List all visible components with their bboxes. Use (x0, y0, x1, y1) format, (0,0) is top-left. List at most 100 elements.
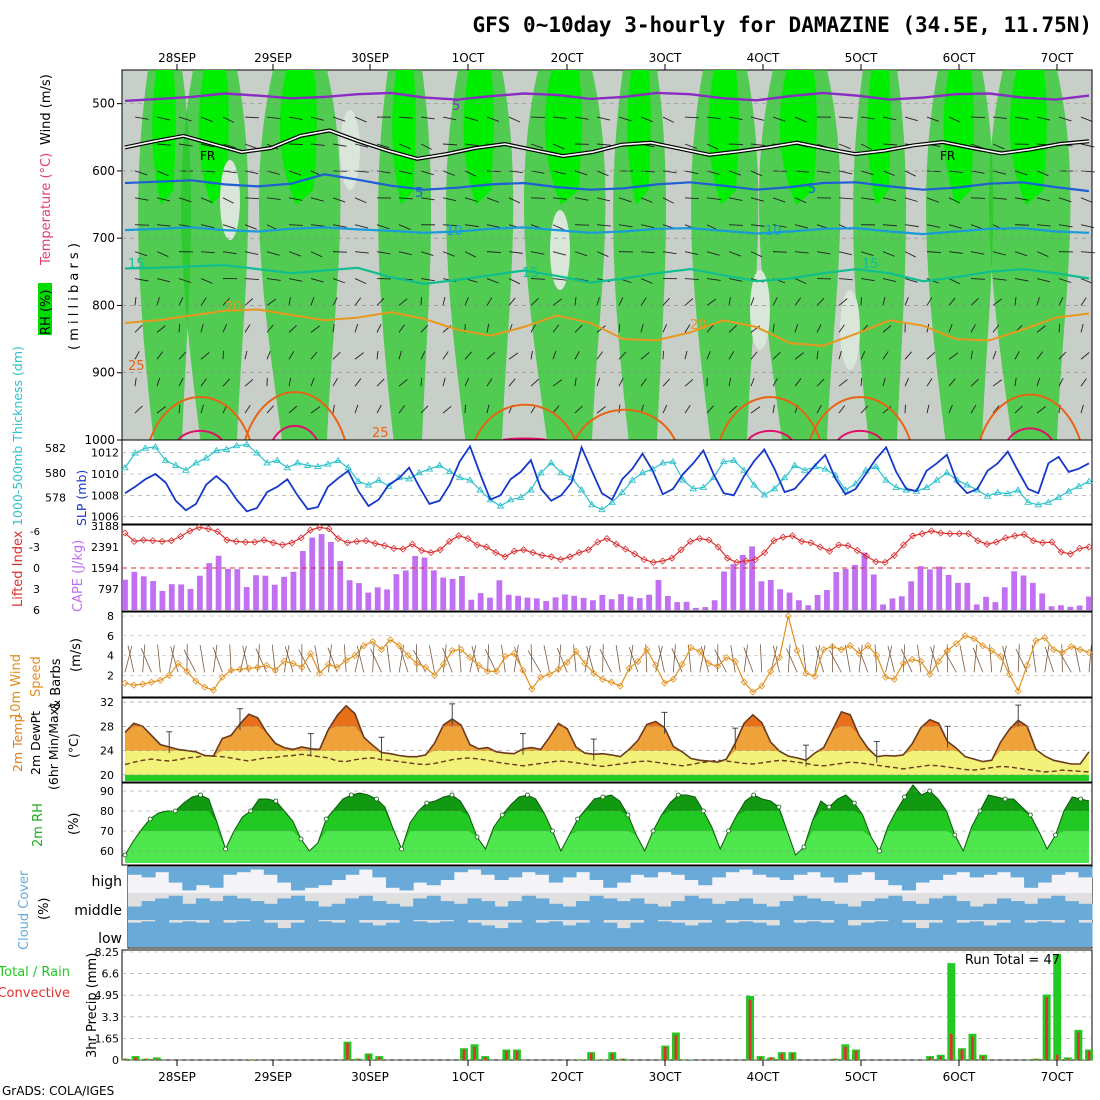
surface-wind-barb (557, 644, 562, 673)
cape-bar (917, 566, 924, 610)
pressure-tick-label: 1000 (84, 433, 115, 447)
wind-barb (992, 379, 1003, 387)
wind-barb (1058, 377, 1064, 387)
precip-conv-bar (928, 1057, 932, 1060)
wind-speed-line-point (828, 643, 837, 651)
wind-speed-line-point (377, 646, 386, 654)
wind-barb (486, 323, 490, 333)
cloud-low-bar (956, 922, 971, 947)
wind-barb (838, 278, 853, 281)
thickness-line-point (1004, 489, 1012, 497)
wind-barb (508, 297, 516, 306)
temp-area-cool (125, 774, 1089, 781)
cloud-middle-bar (603, 898, 618, 920)
rh-dry-patch (340, 110, 360, 190)
contour-label-plus15-3: 15 (862, 257, 879, 272)
wind-barb (992, 116, 1007, 119)
wind-barb (618, 377, 624, 387)
wind-barb (1014, 116, 1029, 120)
precip-conv-bar (600, 1059, 604, 1060)
cloud-low-bar (711, 920, 726, 947)
wind-barb (266, 170, 280, 175)
cloud-middle-bar (589, 895, 604, 920)
lifted-index-line-point (343, 539, 352, 547)
wind-barb (222, 324, 228, 333)
cape-bar (168, 584, 175, 610)
wind-barb (442, 251, 455, 257)
cape-bar (870, 574, 877, 610)
cape-bar (412, 555, 419, 610)
rh2m-tick-label: 60 (100, 845, 114, 858)
top-date-label: 6OCT (943, 51, 976, 65)
wind-barb (750, 251, 763, 258)
surface-wind-barb (599, 649, 612, 673)
lifted-index-line-point (260, 536, 268, 544)
rh-plume (758, 70, 841, 440)
surface-wind-barb (787, 644, 791, 673)
lifted-index-line-point (279, 541, 287, 549)
cape-bar (618, 594, 624, 610)
cape-bar (693, 607, 699, 610)
cape-bar (440, 577, 447, 610)
wind-barb (156, 406, 166, 414)
surface-wind-barb (530, 644, 533, 673)
lifted-tick-label: 3 (33, 583, 40, 596)
cloud-low-bar (440, 921, 455, 947)
wind-barb (596, 143, 611, 146)
cloud-high-bar (318, 867, 333, 886)
wind-speed-line-point (943, 646, 952, 655)
wind-barb (552, 251, 566, 256)
wind-speed-line-point (324, 660, 332, 668)
wind-barb (398, 143, 411, 150)
cloud-low-bar (1051, 922, 1066, 947)
thickness-line-point (770, 484, 779, 492)
wind-speed-line-point (528, 685, 536, 693)
thickness-line-point (1075, 482, 1083, 489)
wind-barb (992, 251, 1006, 256)
cloud-low-bar (738, 921, 754, 947)
wind-barb (684, 378, 694, 387)
wind-barb (134, 251, 148, 257)
surface-wind-barb (759, 644, 763, 673)
precip-tick-label: 8.25 (95, 946, 120, 959)
cloud-high-bar (996, 867, 1012, 873)
wind-speed-line-point (740, 678, 748, 686)
cloud-high-bar (467, 867, 482, 870)
thickness-line-point (922, 483, 931, 490)
surface-wind-barb (973, 644, 978, 673)
cloud-middle-bar (508, 901, 523, 920)
cloud-high-bar (236, 867, 251, 873)
surface-wind-barb (327, 647, 338, 673)
thickness-line-point (303, 461, 312, 468)
lifted-index-line-point (353, 537, 361, 545)
wind-barb (178, 197, 192, 203)
cloud-high-bar (481, 867, 496, 875)
wind-barb (134, 377, 137, 387)
wind-speed-line-point (156, 676, 164, 684)
cape-bar (636, 598, 643, 610)
wind-barb (706, 405, 714, 414)
wind-barb (200, 352, 210, 360)
temperature-contours (124, 91, 1090, 445)
upper-air-panel: 500 600 700 800 900 1000 5 FR FR 5 5 10 10 15… (38, 69, 1095, 447)
cloud-high-bar (521, 867, 536, 873)
thickness-line-point (1054, 493, 1063, 500)
lifted-index-line-point (510, 547, 518, 555)
wind-barb (486, 297, 493, 306)
wind-barb (530, 170, 545, 174)
surface-wind-barb (584, 645, 591, 673)
cape-bar (1067, 606, 1074, 610)
lifted-index-line-point (594, 538, 602, 546)
wind-barb (1080, 251, 1095, 254)
surface-wind-barb (484, 648, 497, 673)
wind-speed-line-point (139, 680, 147, 688)
cape-bar (814, 594, 821, 610)
ylabel-slp: SLP (mb) (74, 470, 89, 526)
top-date-axis: 28SEP 29SEP 30SEP 1OCT 2OCT 3OCT 4OCT 5OCT 6OCT 7… (158, 51, 1074, 70)
cloud-middle-bar (698, 898, 713, 920)
lifted-index-line (124, 526, 1090, 564)
wind-speed-line-point (926, 670, 934, 678)
cloud-label-middle: middle (74, 903, 122, 919)
thickness-line-point (141, 444, 150, 451)
thickness-tick-label: 580 (45, 467, 66, 480)
